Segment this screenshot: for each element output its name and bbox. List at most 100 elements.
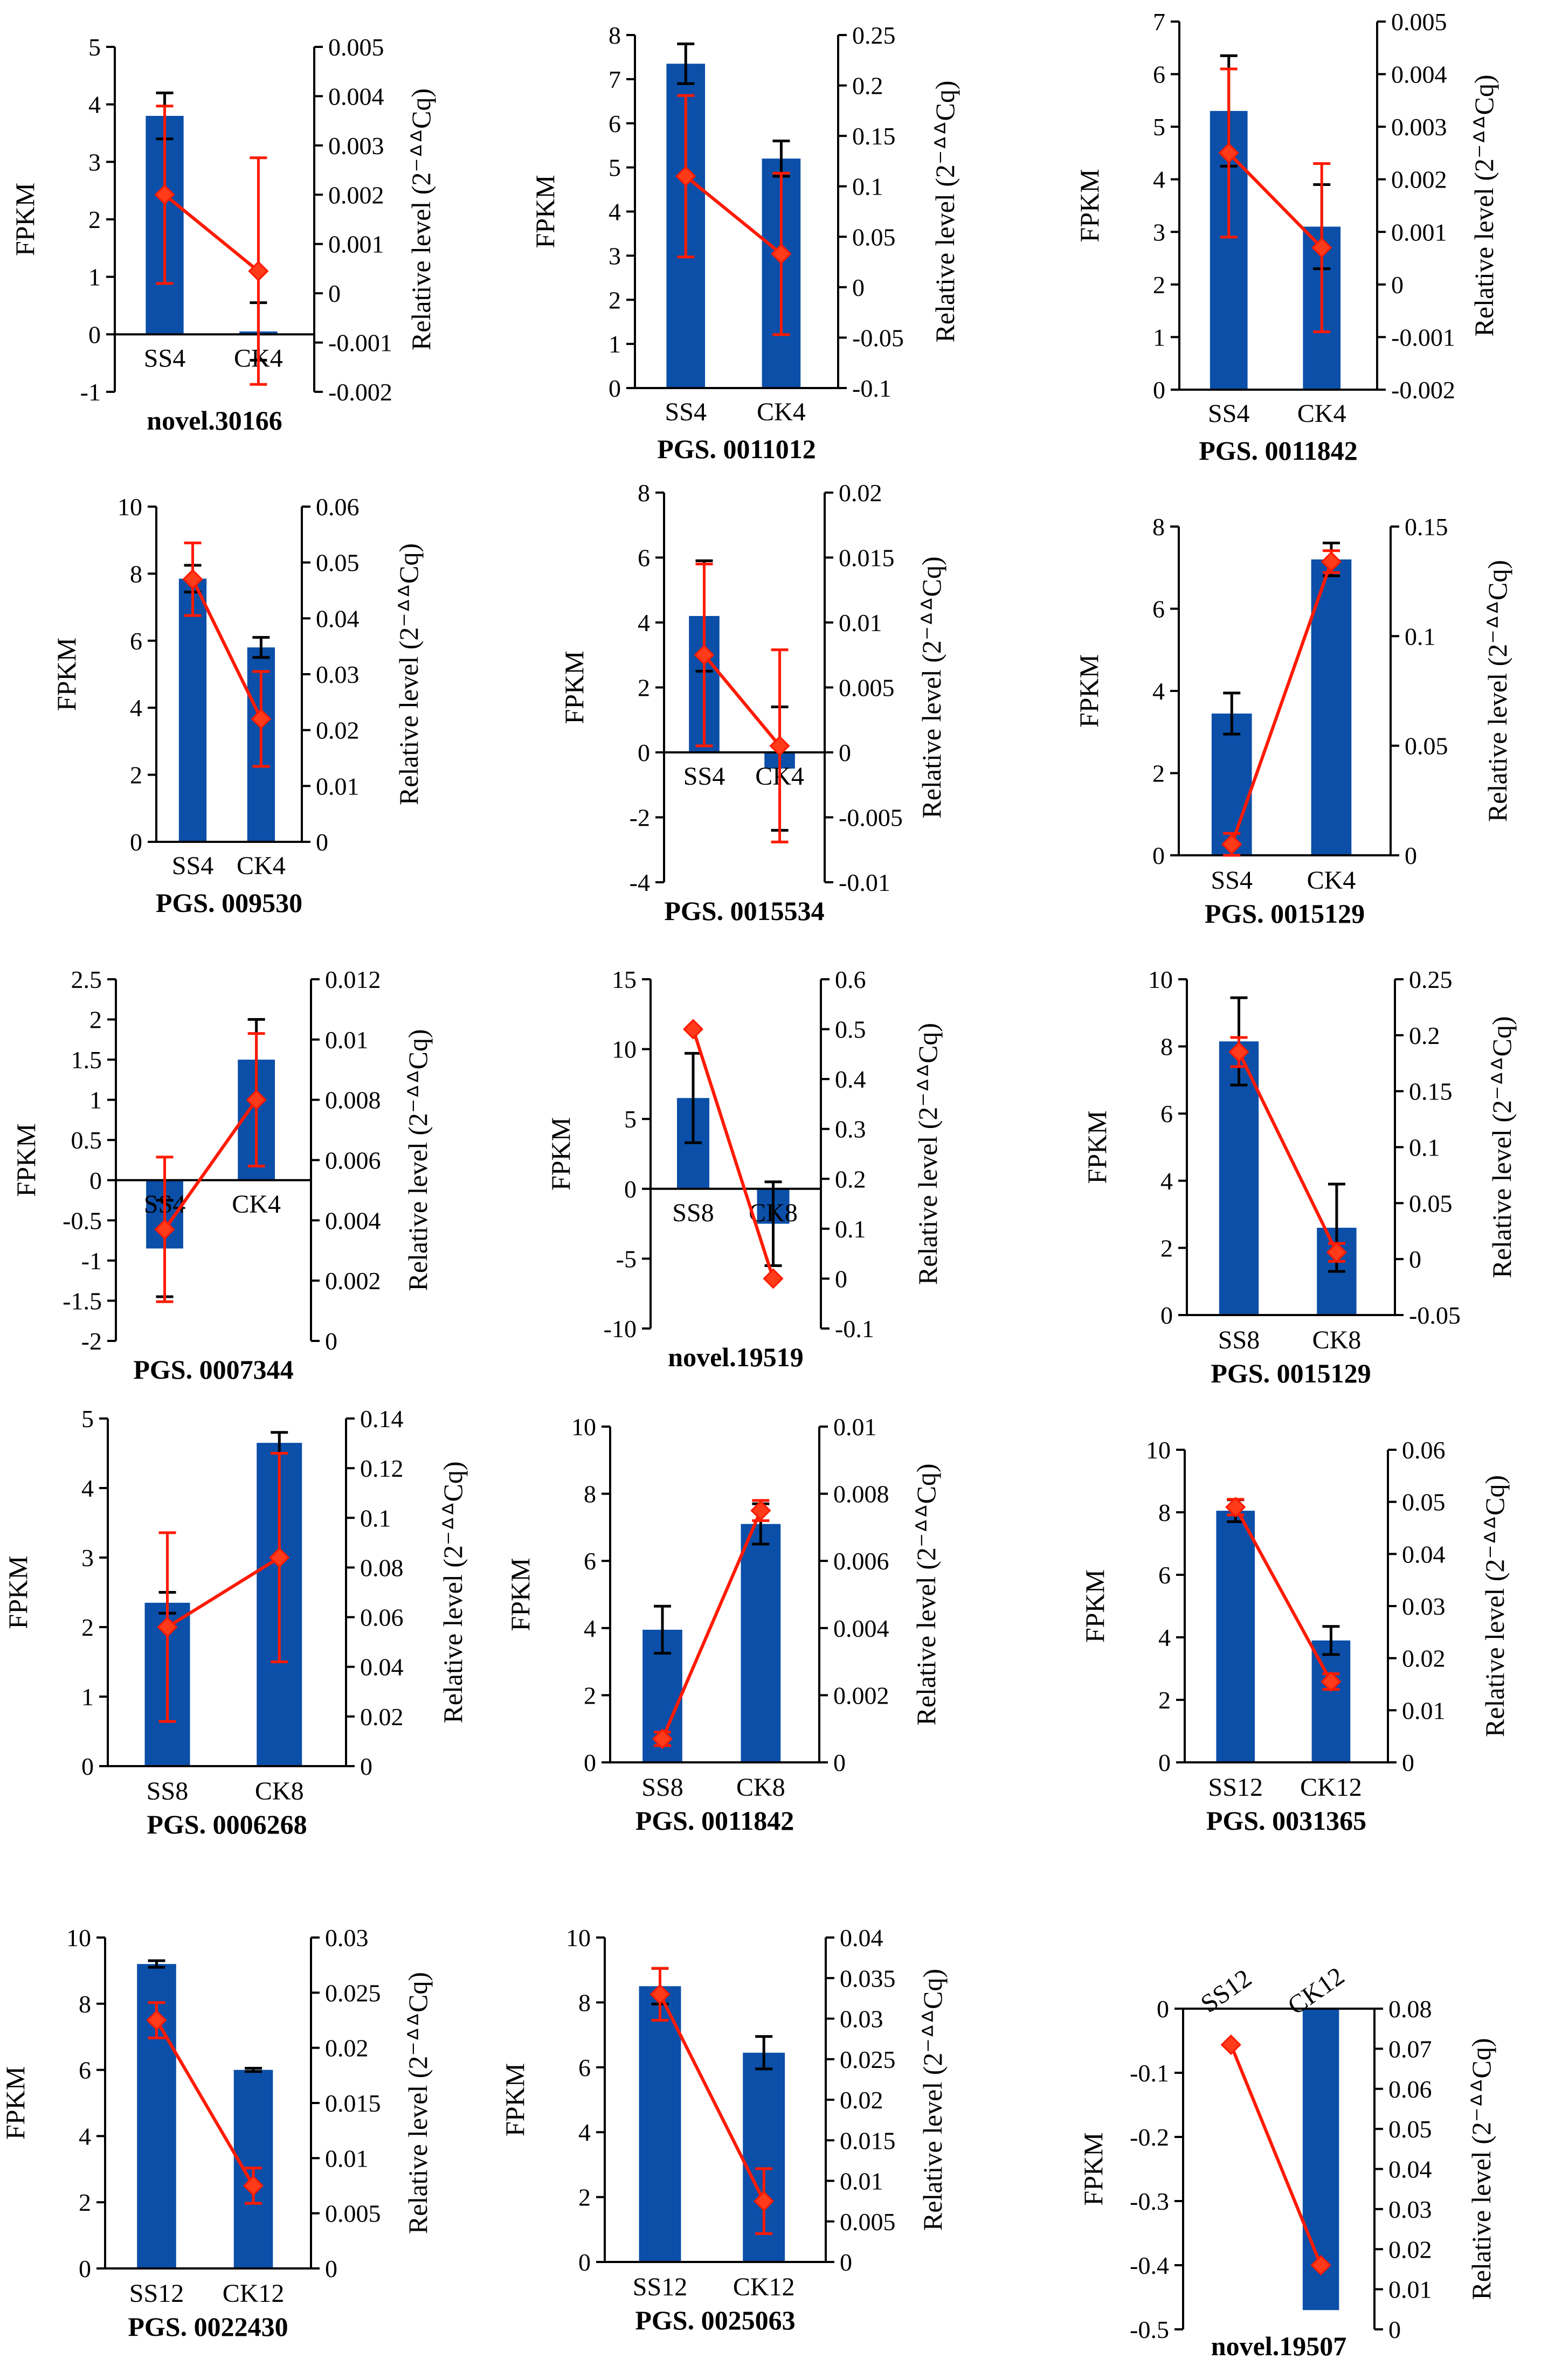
gene-name: PGS. 0015129 bbox=[1205, 898, 1365, 929]
relative-level-line bbox=[661, 1510, 763, 1740]
category-label: SS4 bbox=[1211, 866, 1253, 895]
right-tick-label: 0.004 bbox=[833, 1615, 889, 1642]
right-tick-label: 0.05 bbox=[1388, 2115, 1432, 2143]
right-tick-label: 0.02 bbox=[1388, 2236, 1432, 2263]
right-tick-label: 0.006 bbox=[833, 1547, 889, 1575]
left-tick-label: 2 bbox=[609, 286, 621, 314]
right-tick-label: 0 bbox=[1402, 1749, 1414, 1776]
relative-level-point bbox=[1225, 1497, 1246, 1518]
left-tick-label: 10 bbox=[566, 1924, 591, 1952]
right-tick-label: 0.25 bbox=[852, 22, 896, 49]
relative-level-axis-title: Relative level (2⁻ᐞᐞCq) bbox=[403, 1972, 433, 2234]
left-tick-label: 0 bbox=[1158, 1749, 1171, 1776]
right-tick-label: 0.2 bbox=[852, 72, 883, 100]
relative-level-point bbox=[182, 569, 203, 590]
relative-level-point bbox=[157, 1616, 178, 1638]
category-label: SS12 bbox=[633, 2273, 687, 2301]
fpkm-bar bbox=[1211, 713, 1252, 855]
left-tick-label: 3 bbox=[609, 242, 621, 269]
right-tick-label: -0.001 bbox=[328, 329, 392, 357]
left-tick-label: 8 bbox=[79, 1990, 91, 2018]
right-tick-label: 0.1 bbox=[1405, 622, 1436, 650]
relative-level-point bbox=[246, 1089, 267, 1110]
left-tick-label: 6 bbox=[578, 2054, 591, 2081]
relative-level-line bbox=[1237, 1051, 1338, 1254]
relative-level-point bbox=[1321, 1671, 1342, 1692]
chart-panel: 0 2 4 6 8 10 0 0.01 0.02 0.03 0.04 0.05 0.06 SS4 CK4 PG… bbox=[51, 493, 424, 918]
left-tick-label: 4 bbox=[1158, 1624, 1171, 1651]
right-tick-label: 0.003 bbox=[328, 132, 384, 160]
gene-name: PGS. 009530 bbox=[156, 888, 302, 918]
right-tick-label: 0.001 bbox=[1391, 218, 1447, 246]
gene-name: PGS. 0011842 bbox=[635, 1805, 794, 1836]
right-tick-label: 0.08 bbox=[1388, 1995, 1432, 2023]
left-tick-label: 0 bbox=[1160, 1302, 1173, 1329]
right-tick-label: 0.015 bbox=[839, 544, 895, 572]
right-tick-label: 0.01 bbox=[316, 772, 360, 800]
left-tick-label: 6 bbox=[584, 1547, 596, 1575]
left-tick-label: 0 bbox=[638, 739, 650, 766]
relative-level-axis-title: Relative level (2⁻ᐞᐞCq) bbox=[1469, 74, 1499, 336]
right-tick-label: 0.005 bbox=[839, 674, 895, 702]
left-tick-label: 10 bbox=[1148, 966, 1173, 993]
right-tick-label: 0.05 bbox=[852, 223, 896, 251]
relative-level-axis-title: Relative level (2⁻ᐞᐞCq) bbox=[916, 556, 946, 818]
relative-level-point bbox=[248, 260, 269, 282]
left-tick-label: 4 bbox=[81, 1475, 94, 1502]
right-tick-label: 0.05 bbox=[1402, 1489, 1446, 1516]
chart-panel: -10 -5 0 5 10 15 -0.1 0 0.1 0.2 0.3 0.4 0.5 0.6 SS8 CK8… bbox=[545, 966, 943, 1372]
left-tick-label: 0 bbox=[81, 1753, 94, 1780]
left-tick-label: 4 bbox=[609, 198, 621, 226]
right-tick-label: 0.025 bbox=[840, 2046, 896, 2073]
right-tick-label: 0.6 bbox=[835, 966, 866, 993]
left-tick-label: 15 bbox=[612, 966, 637, 993]
chart-panel: 0 2 4 6 8 10 0 0.01 0.02 0.03 0.04 0.05 0.06 SS12 CK12… bbox=[1080, 1436, 1510, 1836]
left-tick-label: 1.5 bbox=[71, 1046, 102, 1074]
relative-level-point bbox=[1218, 142, 1239, 164]
left-tick-label: 10 bbox=[118, 493, 142, 521]
gene-name: novel.30166 bbox=[147, 405, 282, 435]
fpkm-bar bbox=[178, 578, 207, 842]
relative-level-point bbox=[1220, 2034, 1241, 2056]
right-tick-label: 0.02 bbox=[360, 1703, 404, 1731]
left-tick-label: -5 bbox=[616, 1245, 637, 1272]
relative-level-line bbox=[685, 175, 783, 255]
fpkm-axis-title: FPKM bbox=[11, 1123, 41, 1196]
right-tick-label: 0.03 bbox=[325, 1924, 369, 1952]
category-label: CK4 bbox=[1307, 866, 1356, 895]
relative-level-point bbox=[1310, 2254, 1331, 2276]
left-tick-label: 8 bbox=[130, 560, 142, 587]
fpkm-axis-title: FPKM bbox=[545, 1117, 576, 1191]
left-tick-label: 0 bbox=[624, 1175, 637, 1203]
left-tick-label: 6 bbox=[1152, 596, 1165, 623]
relative-level-line bbox=[1230, 561, 1333, 845]
category-label: CK8 bbox=[749, 1199, 798, 1227]
relative-level-point bbox=[754, 2191, 775, 2212]
relative-level-point bbox=[771, 243, 792, 265]
left-tick-label: 2 bbox=[578, 2184, 591, 2211]
left-tick-label: 6 bbox=[130, 627, 142, 655]
right-tick-label: 0 bbox=[1391, 271, 1404, 299]
relative-level-point bbox=[682, 1019, 704, 1040]
right-tick-label: 0.01 bbox=[833, 1413, 877, 1441]
relative-level-point bbox=[1221, 834, 1242, 855]
left-tick-label: -2 bbox=[630, 804, 650, 832]
right-tick-label: 0.04 bbox=[360, 1653, 404, 1681]
relative-level-axis-title: Relative level (2⁻ᐞᐞCq) bbox=[393, 543, 424, 805]
relative-level-axis-title: Relative level (2⁻ᐞᐞCq) bbox=[1466, 2038, 1496, 2300]
left-tick-label: 0.5 bbox=[71, 1126, 102, 1154]
right-tick-label: 0.03 bbox=[1402, 1593, 1446, 1620]
gene-name: novel.19507 bbox=[1211, 2331, 1346, 2361]
left-tick-label: 6 bbox=[1160, 1100, 1173, 1127]
right-tick-label: 0.008 bbox=[833, 1480, 889, 1508]
category-label: SS8 bbox=[147, 1777, 188, 1805]
category-label: CK4 bbox=[1297, 399, 1346, 428]
left-tick-label: 0 bbox=[88, 321, 101, 348]
left-tick-label: -0.4 bbox=[1130, 2252, 1169, 2279]
right-tick-label: 0 bbox=[325, 2255, 337, 2282]
relative-level-axis-title: Relative level (2⁻ᐞᐞCq) bbox=[406, 88, 436, 350]
right-tick-label: 0.06 bbox=[1388, 2075, 1432, 2103]
right-tick-label: 0.001 bbox=[328, 231, 384, 258]
right-tick-label: 0.004 bbox=[1391, 61, 1447, 88]
